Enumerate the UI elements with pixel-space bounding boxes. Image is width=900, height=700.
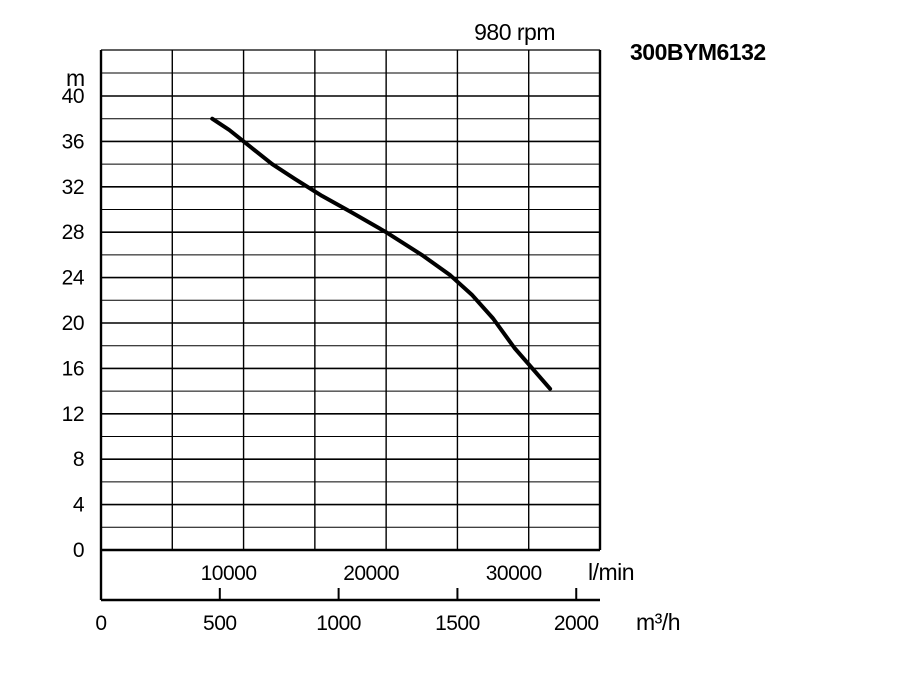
y-tick-label: 32 xyxy=(62,176,84,199)
speed-label: 980 rpm xyxy=(474,19,555,45)
volume-tick-label: 1500 xyxy=(435,612,480,635)
flow-tick-label: 20000 xyxy=(343,562,399,585)
flow-tick-label: 10000 xyxy=(201,562,257,585)
y-tick-labels: 0 4 8 12 16 20 24 28 32 36 40 xyxy=(62,85,86,562)
y-tick-label: 20 xyxy=(62,312,84,335)
y-tick-label: 28 xyxy=(62,221,84,244)
performance-curve xyxy=(210,116,553,391)
x-tick-labels: 10000 20000 30000 0 500 1000 1500 2000 xyxy=(95,562,599,635)
grid-lines xyxy=(101,49,600,551)
plot-frame xyxy=(99,50,602,602)
y-tick-label: 12 xyxy=(62,403,84,426)
model-title: 300BYM6132 xyxy=(630,39,766,65)
curve-line xyxy=(210,116,553,391)
y-tick-label: 36 xyxy=(62,130,84,153)
flow-unit-label: l/min xyxy=(588,559,634,585)
y-axis-label: m xyxy=(66,65,85,91)
y-tick-label: 4 xyxy=(73,494,85,517)
volume-tick-label: 500 xyxy=(203,612,237,635)
y-tick-label: 8 xyxy=(73,448,84,471)
flow-tick-label: 30000 xyxy=(486,562,542,585)
y-tick-label: 16 xyxy=(62,357,84,380)
volume-tick-label: 1000 xyxy=(316,612,361,635)
y-tick-label: 40 xyxy=(62,85,84,108)
volume-unit-label: m³/h xyxy=(636,609,680,635)
volume-tick-label: 0 xyxy=(95,612,106,635)
volume-tick-label: 2000 xyxy=(554,612,599,635)
y-tick-label: 0 xyxy=(73,539,84,562)
y-tick-label: 24 xyxy=(62,267,85,290)
